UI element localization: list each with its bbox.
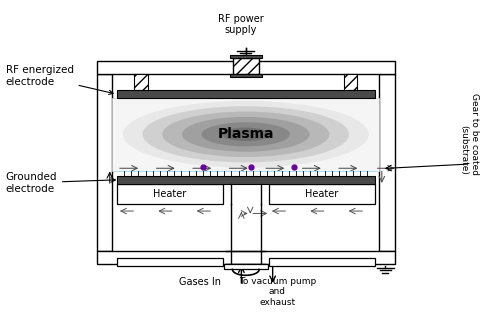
Text: RF power
supply: RF power supply xyxy=(218,13,264,35)
Text: Grounded
electrode: Grounded electrode xyxy=(5,172,115,193)
Bar xyxy=(230,55,262,57)
Text: Plasma: Plasma xyxy=(217,127,274,141)
Bar xyxy=(224,264,268,270)
Bar xyxy=(117,183,223,204)
Bar xyxy=(379,74,395,251)
Bar xyxy=(117,90,375,98)
Text: Gear to be coated
(substrate): Gear to be coated (substrate) xyxy=(459,93,479,175)
Bar xyxy=(269,257,375,266)
Bar xyxy=(97,251,395,264)
Text: Gases In: Gases In xyxy=(179,277,221,287)
Ellipse shape xyxy=(221,128,270,141)
Bar xyxy=(344,74,357,90)
Ellipse shape xyxy=(182,117,310,152)
Bar xyxy=(134,74,148,90)
Text: Heater: Heater xyxy=(153,189,187,199)
Bar xyxy=(117,257,223,266)
Ellipse shape xyxy=(123,101,369,168)
Ellipse shape xyxy=(162,112,329,157)
Bar xyxy=(112,98,379,171)
Ellipse shape xyxy=(143,106,349,162)
Bar xyxy=(269,183,375,204)
Text: RF energized
electrode: RF energized electrode xyxy=(5,66,113,95)
Text: To vacuum pump
and
exhaust: To vacuum pump and exhaust xyxy=(239,277,316,307)
Bar xyxy=(97,61,395,74)
Bar xyxy=(230,74,262,77)
Bar xyxy=(97,74,112,251)
Text: Heater: Heater xyxy=(305,189,338,199)
Bar xyxy=(117,176,375,183)
Ellipse shape xyxy=(201,122,290,146)
Bar xyxy=(233,57,259,74)
